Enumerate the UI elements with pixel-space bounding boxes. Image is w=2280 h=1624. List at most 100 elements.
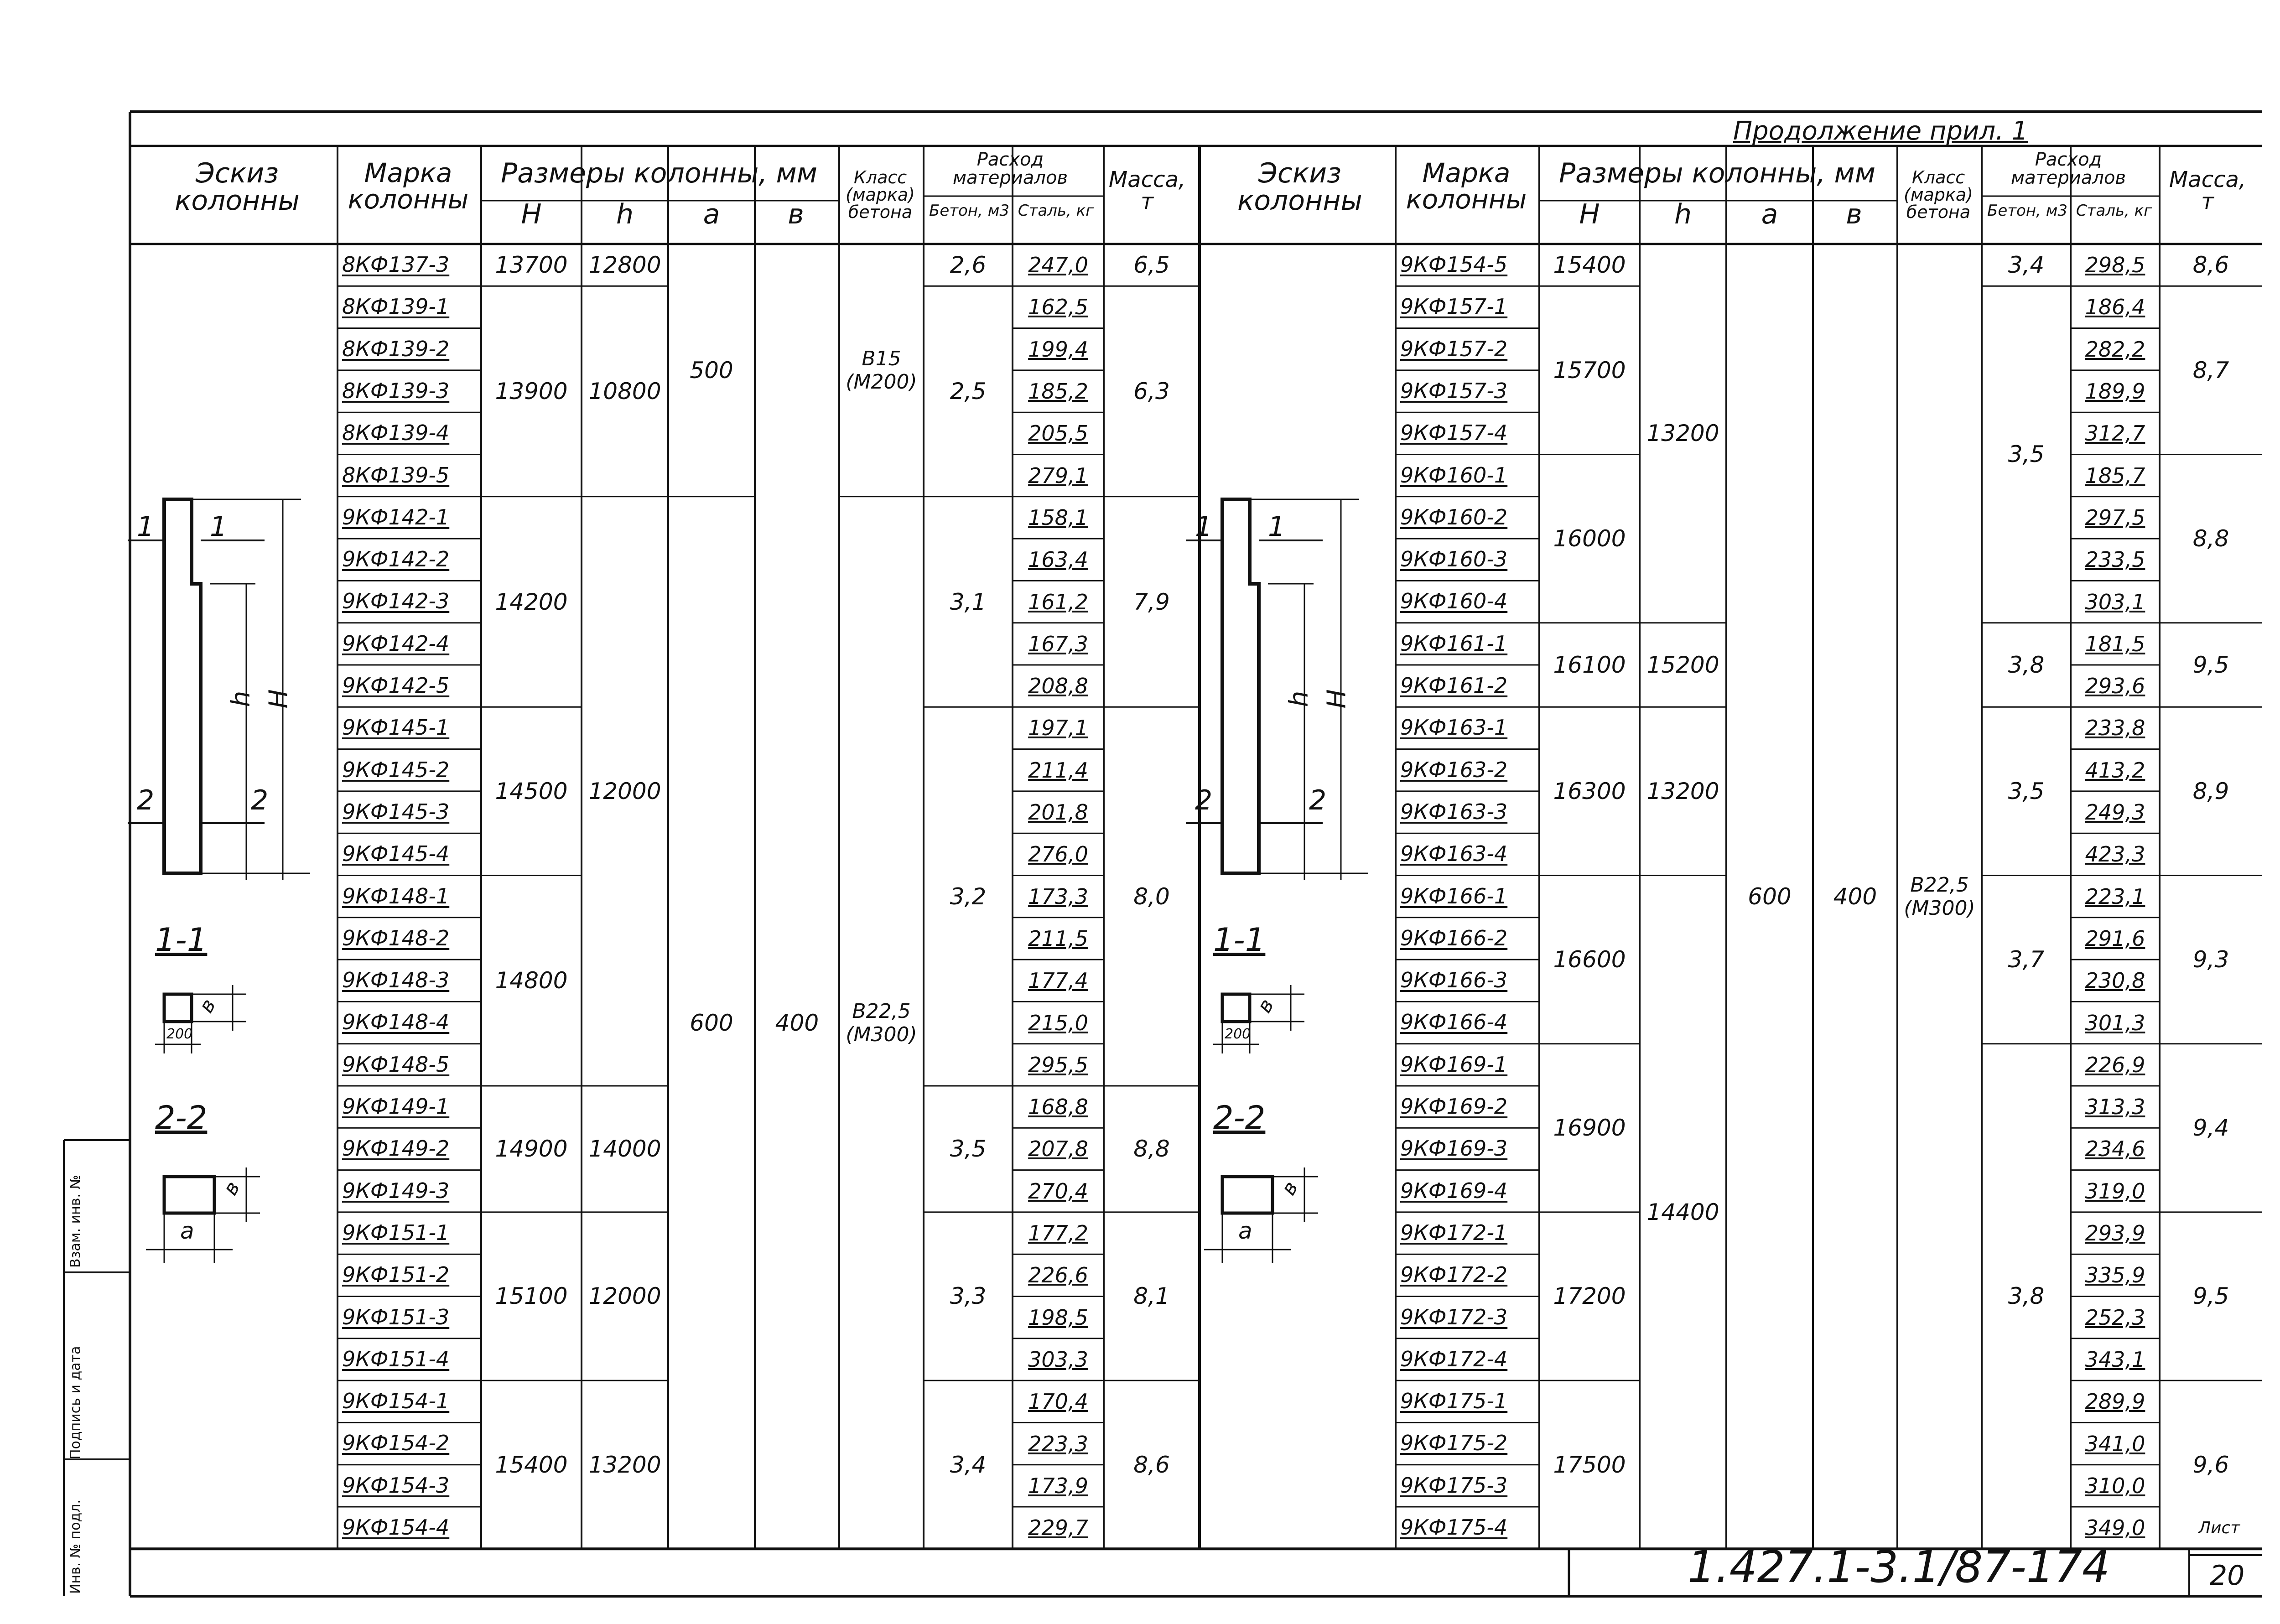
steel-cell: 223,3 bbox=[1028, 1431, 1088, 1456]
mass-cell: 8,6 bbox=[1133, 1451, 1170, 1478]
mark-cell: 9КФ154-2 bbox=[342, 1431, 450, 1456]
dim-h-label: h bbox=[226, 690, 256, 707]
dim-h-label: h bbox=[1284, 690, 1314, 707]
mark-cell: 9КФ169-2 bbox=[1400, 1094, 1508, 1119]
mass-cell: 9,5 bbox=[2192, 1283, 2229, 1310]
section-1-1-title: 1-1 bbox=[155, 921, 208, 959]
height-h-cell: 14000 bbox=[588, 1136, 661, 1162]
mark-cell: 9КФ157-4 bbox=[1400, 420, 1508, 446]
concrete-cell: 3,8 bbox=[2008, 1283, 2045, 1310]
mark-cell: 9КФ148-1 bbox=[342, 883, 450, 908]
mark-cell: 9КФ163-1 bbox=[1400, 715, 1508, 740]
dim-H-label: Н bbox=[264, 689, 294, 709]
mass-cell: 9,6 bbox=[2192, 1451, 2229, 1478]
mark-cell: 9КФ154-3 bbox=[342, 1473, 450, 1498]
mark-cell: 9КФ166-2 bbox=[1400, 925, 1508, 950]
height-h-cell: 10800 bbox=[588, 378, 661, 405]
hdr-mass-right: Масса, т bbox=[2169, 167, 2246, 214]
steel-cell: 341,0 bbox=[2085, 1431, 2145, 1456]
concrete-cell: 3,5 bbox=[2008, 441, 2045, 468]
steel-cell: 208,8 bbox=[1028, 674, 1088, 699]
hdr-materials-left: Расход материалов bbox=[952, 149, 1068, 188]
width-b-cell: 400 bbox=[775, 1009, 819, 1036]
mark-cell: 9КФ148-5 bbox=[342, 1052, 450, 1077]
steel-cell: 226,6 bbox=[1028, 1263, 1088, 1288]
mark-cell: 9КФ149-2 bbox=[342, 1136, 450, 1161]
mark-cell: 9КФ166-3 bbox=[1400, 968, 1508, 993]
concrete-cell: 3,5 bbox=[950, 1136, 987, 1162]
class-text: (М300) bbox=[1904, 896, 1975, 920]
steel-cell: 413,2 bbox=[2085, 758, 2145, 783]
hdr-class-left: Класс (марка) бетона bbox=[846, 167, 915, 222]
section-mark-2: 2 bbox=[1195, 784, 1213, 816]
section-mark-2: 2 bbox=[137, 784, 155, 816]
mark-cell: 9КФ148-4 bbox=[342, 1010, 450, 1035]
width-b-cell: 400 bbox=[1833, 883, 1877, 910]
mark-cell: 9КФ166-4 bbox=[1400, 1010, 1508, 1035]
hdr-steel-right: Сталь, кг bbox=[2076, 202, 2152, 220]
section-mark-1: 1 bbox=[210, 511, 228, 543]
steel-cell: 349,0 bbox=[2085, 1515, 2145, 1541]
hdr-concrete-right: Бетон, м3 bbox=[1987, 202, 2067, 220]
steel-cell: 295,5 bbox=[1028, 1052, 1088, 1077]
steel-cell: 177,4 bbox=[1028, 968, 1088, 993]
mark-cell: 9КФ172-4 bbox=[1400, 1346, 1508, 1371]
mass-cell: 9,4 bbox=[2192, 1115, 2229, 1141]
mark-cell: 8КФ139-2 bbox=[342, 336, 450, 361]
steel-cell: 233,5 bbox=[2085, 547, 2145, 572]
mark-cell: 9КФ172-1 bbox=[1400, 1220, 1508, 1245]
height-H-cell: 14900 bbox=[495, 1136, 568, 1162]
height-H-cell: 15100 bbox=[495, 1283, 568, 1310]
mark-cell: 9КФ149-1 bbox=[342, 1094, 450, 1119]
dim-200-label: 200 bbox=[166, 1026, 193, 1042]
margin-inv-no: Инв. № подл. bbox=[68, 1499, 83, 1594]
mark-cell: 9КФ160-1 bbox=[1400, 462, 1508, 488]
steel-cell: 313,3 bbox=[2085, 1095, 2145, 1120]
section-mark-2: 2 bbox=[1309, 784, 1327, 816]
class-cell: В22,5 (М300) bbox=[839, 497, 924, 1549]
steel-cell: 293,6 bbox=[2085, 674, 2145, 699]
dim-a-label: а bbox=[1238, 1218, 1252, 1244]
mark-cell: 8КФ139-5 bbox=[342, 462, 450, 488]
mark-cell: 9КФ157-2 bbox=[1400, 336, 1508, 361]
steel-cell: 167,3 bbox=[1028, 631, 1088, 656]
steel-cell: 291,6 bbox=[2085, 926, 2145, 951]
concrete-cell: 3,4 bbox=[950, 1451, 987, 1478]
mass-cell: 8,8 bbox=[1133, 1136, 1170, 1162]
steel-cell: 298,5 bbox=[2085, 253, 2145, 278]
concrete-cell: 2,5 bbox=[950, 378, 987, 405]
mark-cell: 9КФ142-5 bbox=[342, 673, 450, 698]
margin-sign-date: Подпись и дата bbox=[68, 1346, 83, 1460]
mark-cell: 9КФ145-4 bbox=[342, 841, 450, 866]
steel-cell: 343,1 bbox=[2085, 1347, 2145, 1372]
steel-cell: 230,8 bbox=[2085, 968, 2145, 993]
steel-cell: 319,0 bbox=[2085, 1178, 2145, 1204]
hdr-steel-left: Сталь, кг bbox=[1018, 202, 1094, 220]
mark-cell: 9КФ169-4 bbox=[1400, 1178, 1508, 1203]
steel-cell: 162,5 bbox=[1028, 295, 1088, 320]
mass-cell: 7,9 bbox=[1133, 588, 1170, 615]
hdr-sketch-right: Эскиз колонны bbox=[1237, 157, 1362, 217]
column-outline-right bbox=[1221, 498, 1261, 875]
steel-cell: 229,7 bbox=[1028, 1515, 1088, 1541]
section-mark-2: 2 bbox=[251, 784, 269, 816]
steel-cell: 270,4 bbox=[1028, 1178, 1088, 1204]
height-H-cell: 13700 bbox=[495, 252, 568, 279]
steel-cell: 233,8 bbox=[2085, 716, 2145, 741]
height-H-cell: 16300 bbox=[1553, 778, 1626, 804]
steel-cell: 198,5 bbox=[1028, 1305, 1088, 1330]
steel-cell: 226,9 bbox=[2085, 1052, 2145, 1077]
mark-cell: 9КФ149-3 bbox=[342, 1178, 450, 1203]
mass-cell: 9,5 bbox=[2192, 651, 2229, 678]
mark-cell: 9КФ154-1 bbox=[342, 1389, 450, 1414]
mark-cell: 9КФ151-3 bbox=[342, 1304, 450, 1329]
steel-cell: 177,2 bbox=[1028, 1221, 1088, 1246]
steel-cell: 189,9 bbox=[2085, 379, 2145, 404]
hdr-mark-right: Марка колонны bbox=[1406, 157, 1527, 215]
steel-cell: 423,3 bbox=[2085, 842, 2145, 867]
steel-cell: 247,0 bbox=[1028, 253, 1088, 278]
hdr-sketch-left: Эскиз колонны bbox=[175, 157, 300, 217]
height-h-cell: 14400 bbox=[1646, 1199, 1719, 1225]
steel-cell: 201,8 bbox=[1028, 800, 1088, 825]
